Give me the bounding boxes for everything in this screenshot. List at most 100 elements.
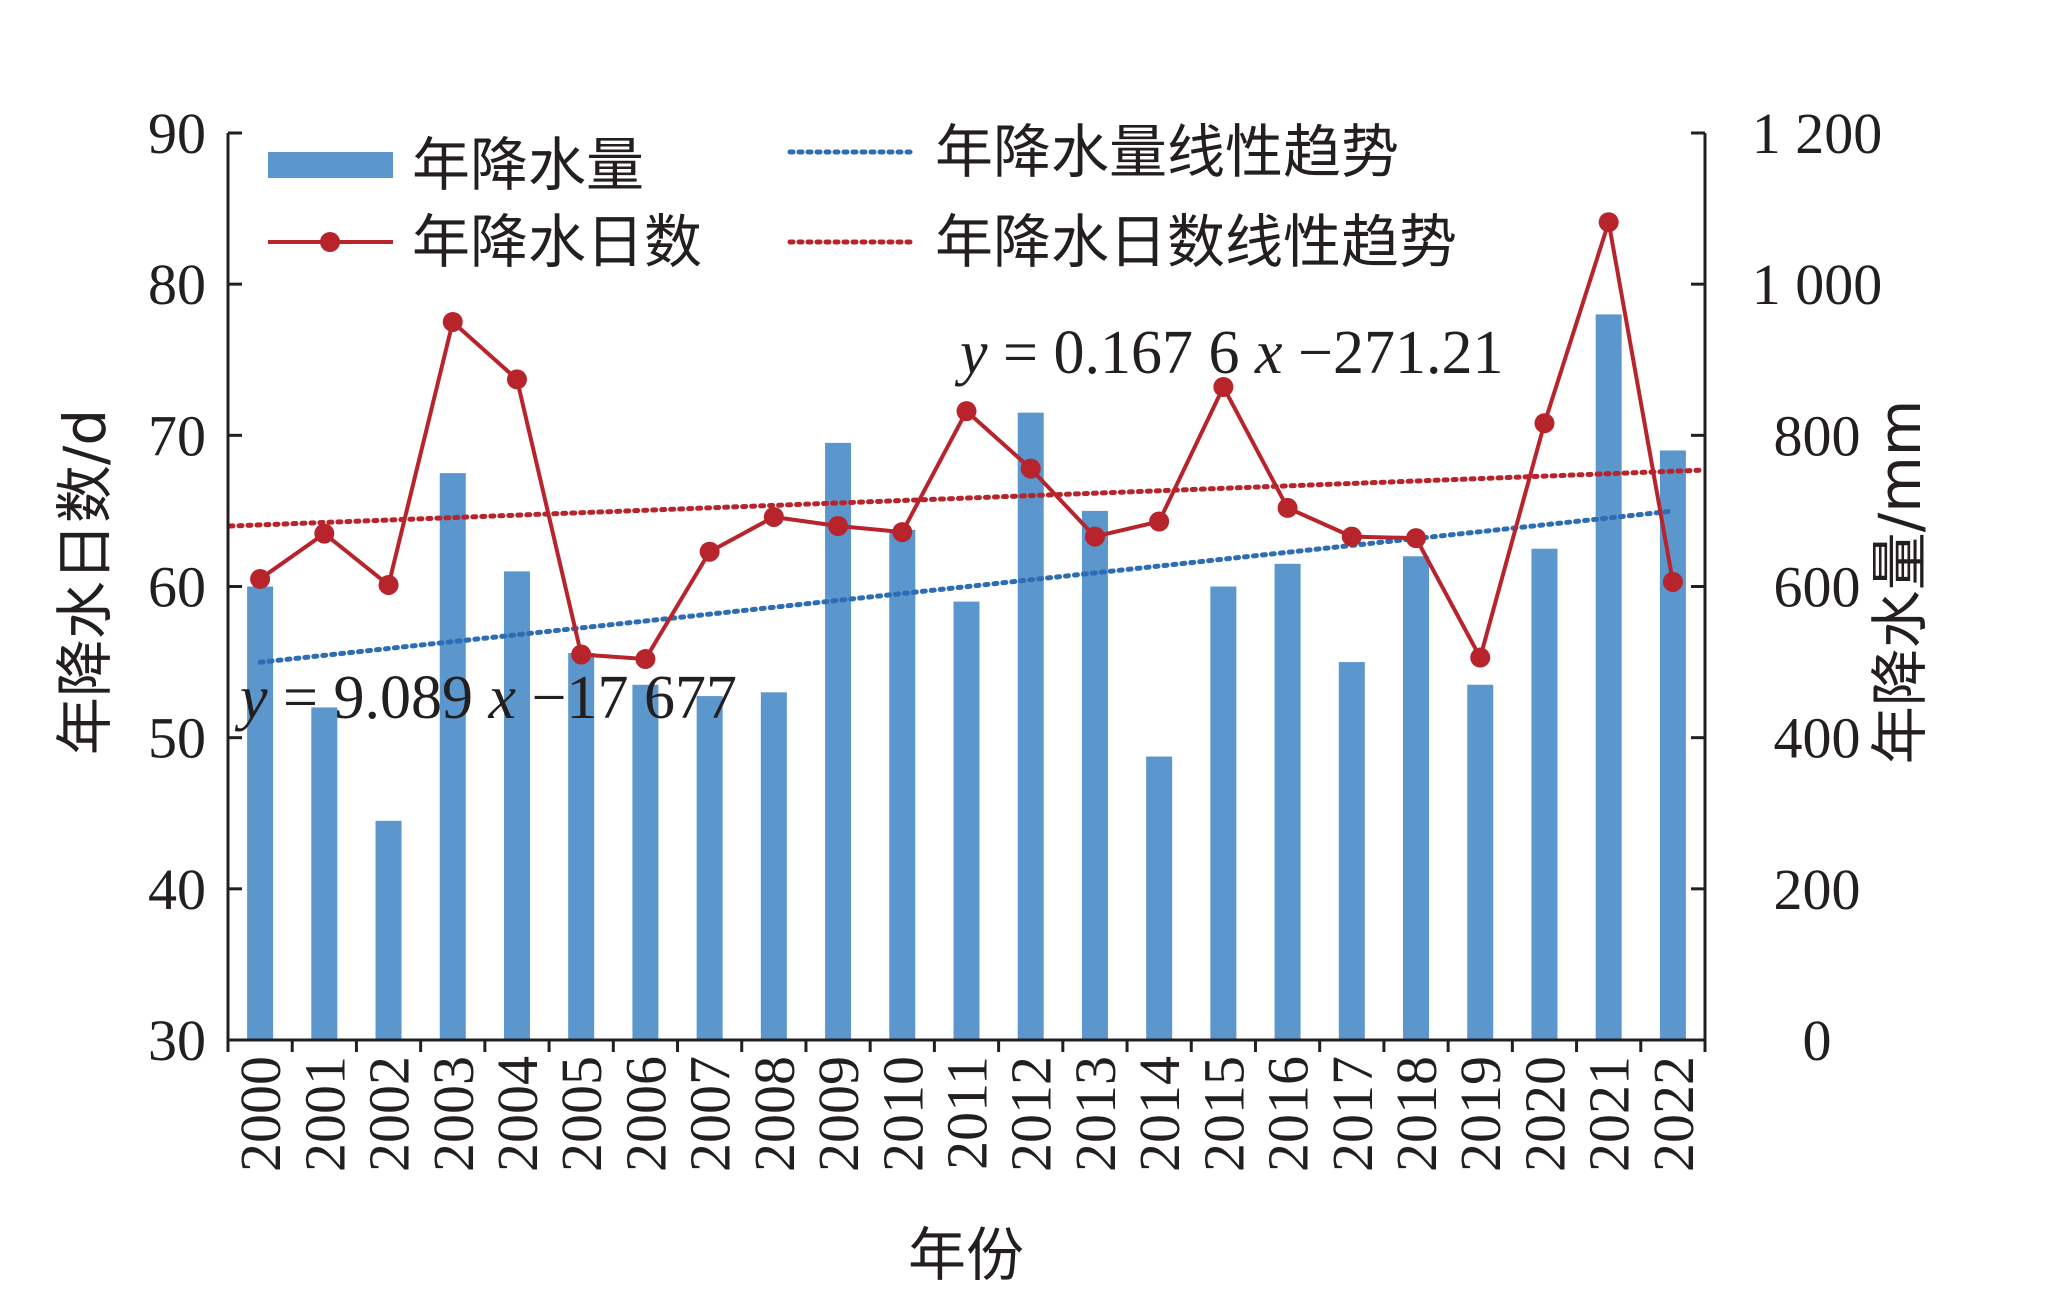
x-tick-label: 2010 xyxy=(870,1056,935,1172)
x-tick-label: 2004 xyxy=(485,1056,550,1172)
legend-swatch-precip xyxy=(268,152,393,178)
precip-bar xyxy=(953,601,980,1040)
days-point xyxy=(506,369,527,390)
precip-bar xyxy=(696,696,723,1040)
x-tick-label: 2016 xyxy=(1256,1056,1321,1172)
days-point xyxy=(314,523,335,544)
x-axis-title: 年份 xyxy=(908,1221,1024,1289)
left-tick-label: 90 xyxy=(148,101,206,166)
x-tick-label: 2017 xyxy=(1320,1056,1385,1172)
days-trend-line xyxy=(227,467,1706,529)
right-tick-label: 1 200 xyxy=(1752,101,1883,166)
precip-bar xyxy=(503,571,530,1040)
days-point xyxy=(763,506,784,527)
equation-days: y = 0.167 6 x −271.21 xyxy=(954,319,1504,387)
precip-bar xyxy=(311,707,338,1040)
precip-bar xyxy=(1659,450,1686,1040)
right-tick-label: 400 xyxy=(1774,706,1861,771)
x-tick-label: 2008 xyxy=(742,1056,807,1172)
x-tick-label: 2002 xyxy=(357,1056,422,1172)
left-tick-label: 70 xyxy=(148,403,206,468)
left-tick-label: 30 xyxy=(148,1008,206,1073)
x-tick-label: 2019 xyxy=(1448,1056,1513,1172)
precip-bar xyxy=(1274,563,1301,1040)
right-axis-title: 年降水量/mm xyxy=(1866,400,1934,765)
precip-bar xyxy=(439,473,466,1040)
precip-bar xyxy=(760,692,787,1040)
x-tick-label: 2006 xyxy=(613,1056,678,1172)
precip-bar xyxy=(568,653,595,1040)
days-point xyxy=(571,644,592,665)
plot-area xyxy=(227,212,1706,1041)
days-point xyxy=(250,568,271,589)
days-point xyxy=(378,574,399,595)
left-tick-label: 40 xyxy=(148,857,206,922)
right-tick-label: 800 xyxy=(1774,403,1861,468)
days-point xyxy=(1470,647,1491,668)
precip-bar xyxy=(1403,556,1430,1040)
days-point xyxy=(442,311,463,332)
right-tick-label: 600 xyxy=(1774,555,1861,620)
days-point xyxy=(699,541,720,562)
precip-bar xyxy=(825,442,852,1040)
left-tick-label: 80 xyxy=(148,252,206,317)
x-tick-label: 2007 xyxy=(678,1056,743,1172)
precip-bar xyxy=(1595,314,1622,1040)
precip-bar xyxy=(1531,548,1558,1040)
precip-bar xyxy=(1081,510,1108,1041)
left-tick-label: 60 xyxy=(148,555,206,620)
right-tick-label: 200 xyxy=(1774,857,1861,922)
days-point xyxy=(1149,511,1170,532)
x-tick-label: 2011 xyxy=(935,1056,1000,1170)
x-tick-label: 2005 xyxy=(549,1056,614,1172)
x-tick-label: 2015 xyxy=(1191,1056,1256,1172)
days-point xyxy=(828,516,849,537)
days-point xyxy=(1662,571,1683,592)
x-tick-label: 2012 xyxy=(999,1056,1064,1172)
legend-label-days: 年降水日数 xyxy=(412,208,702,276)
precip-bar xyxy=(1210,586,1237,1040)
x-tick-label: 2013 xyxy=(1063,1056,1128,1172)
legend-label-precip-trend: 年降水量线性趋势 xyxy=(935,118,1399,186)
precip-bar xyxy=(1146,756,1173,1040)
x-tick-label: 2001 xyxy=(292,1056,357,1172)
days-point xyxy=(892,522,913,543)
days-line xyxy=(258,220,1675,662)
legend-label-precip: 年降水量 xyxy=(412,131,644,199)
equation-precip: y = 9.089 x −17 677 xyxy=(234,664,737,732)
days-point xyxy=(635,649,656,670)
precip-bar xyxy=(889,529,916,1040)
legend-label-days-trend: 年降水日数线性趋势 xyxy=(935,208,1457,276)
x-tick-label: 2014 xyxy=(1127,1056,1192,1172)
days-point xyxy=(1534,413,1555,434)
days-point xyxy=(956,401,977,422)
x-tick-label: 2018 xyxy=(1384,1056,1449,1172)
legend: 年降水量 年降水日数 年降水量线性趋势 年降水日数线性趋势 xyxy=(268,118,1457,276)
days-point xyxy=(1084,526,1105,547)
right-tick-label: 0 xyxy=(1803,1008,1832,1073)
days-point xyxy=(1341,526,1362,547)
precip-bar xyxy=(247,586,274,1040)
precip-bar xyxy=(632,684,659,1040)
precip-bar xyxy=(375,820,402,1040)
x-tick-label: 2022 xyxy=(1641,1056,1706,1172)
days-point xyxy=(1598,212,1619,233)
precip-bar xyxy=(1467,684,1494,1040)
x-tick-label: 2020 xyxy=(1512,1056,1577,1172)
days-point xyxy=(1213,376,1234,397)
days-point xyxy=(1277,497,1298,518)
precip-trend-line xyxy=(257,508,1676,665)
legend-marker-days xyxy=(320,232,340,252)
days-point xyxy=(1406,528,1427,549)
days-point xyxy=(1020,458,1041,479)
right-tick-label: 1 000 xyxy=(1752,252,1883,317)
x-tick-label: 2021 xyxy=(1577,1056,1642,1172)
x-tick-label: 2003 xyxy=(421,1056,486,1172)
precip-bar xyxy=(1017,412,1044,1040)
x-tick-label: 2000 xyxy=(228,1056,293,1172)
x-tick-label: 2009 xyxy=(806,1056,871,1172)
axes: 30 40 50 60 70 80 90 0 200 400 600 800 1 000 1 200 200… xyxy=(148,101,1882,1172)
left-axis-title: 年降水日数/d xyxy=(51,409,119,755)
left-tick-label: 50 xyxy=(148,706,206,771)
